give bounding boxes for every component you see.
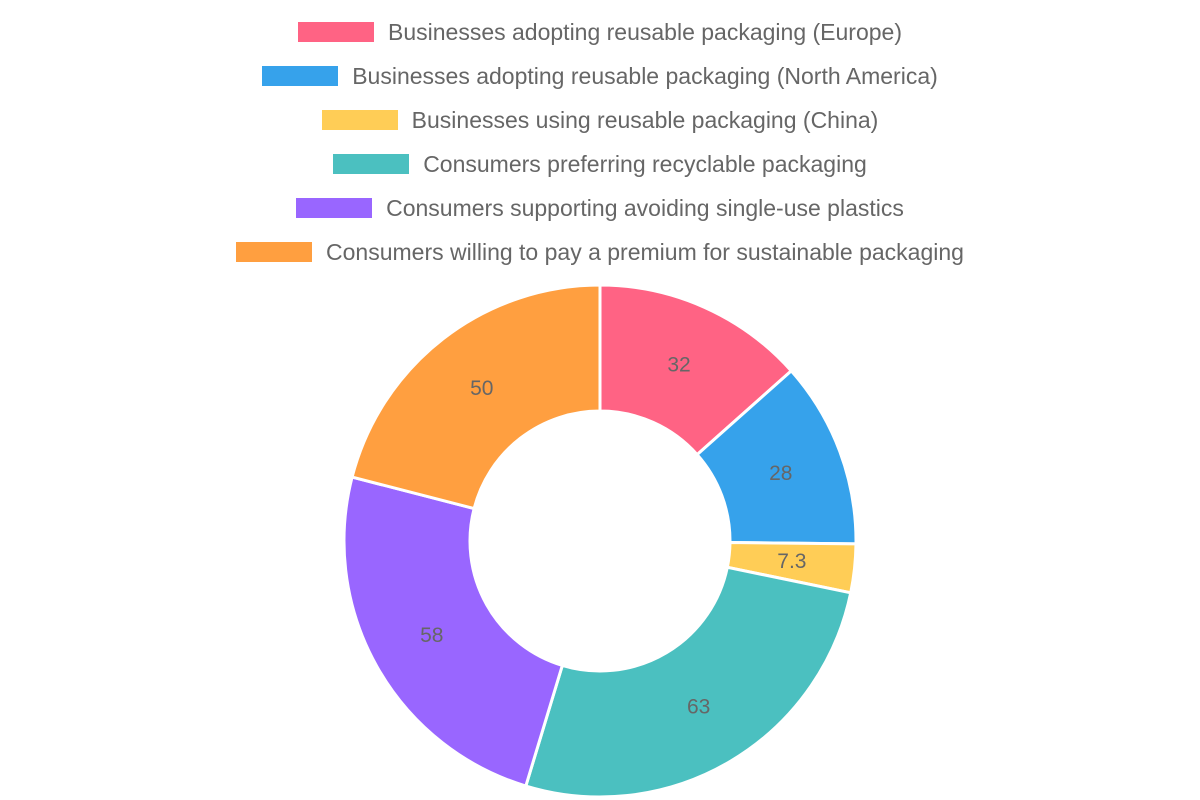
legend-item-north-america[interactable]: Businesses adopting reusable packaging (… xyxy=(0,54,1200,98)
legend-label: Businesses adopting reusable packaging (… xyxy=(388,18,902,45)
legend-item-recyclable[interactable]: Consumers preferring recyclable packagin… xyxy=(0,142,1200,186)
slice-value-label: 50 xyxy=(470,377,493,400)
donut-slice-single-use[interactable] xyxy=(342,475,565,788)
legend-swatch xyxy=(321,110,398,130)
slice-value-label: 58 xyxy=(420,624,443,647)
slice-value-label: 28 xyxy=(769,462,792,485)
slice-value-label: 32 xyxy=(667,353,690,376)
donut-slice-premium[interactable] xyxy=(350,283,602,511)
legend-item-single-use[interactable]: Consumers supporting avoiding single-use… xyxy=(0,186,1200,230)
slice-value-label: 63 xyxy=(687,695,710,718)
legend-label: Consumers preferring recyclable packagin… xyxy=(423,150,867,177)
legend-label: Businesses using reusable packaging (Chi… xyxy=(411,106,879,133)
donut-slice-recyclable[interactable] xyxy=(523,565,853,799)
legend-swatch xyxy=(262,66,339,86)
legend-item-premium[interactable]: Consumers willing to pay a premium for s… xyxy=(0,230,1200,274)
slice-value-label: 7.3 xyxy=(777,550,806,573)
legend-swatch xyxy=(296,198,373,218)
legend-label: Businesses adopting reusable packaging (… xyxy=(352,62,938,89)
legend-item-europe[interactable]: Businesses adopting reusable packaging (… xyxy=(0,10,1200,54)
legend-swatch xyxy=(298,22,374,42)
donut-slices[interactable] xyxy=(342,283,858,799)
legend-swatch xyxy=(333,154,410,174)
legend-swatch xyxy=(236,242,313,262)
legend-label: Consumers willing to pay a premium for s… xyxy=(326,238,964,265)
donut-value-labels: 32 28 7.3 63 58 50 xyxy=(420,353,806,718)
legend-item-china[interactable]: Businesses using reusable packaging (Chi… xyxy=(0,98,1200,142)
legend-label: Consumers supporting avoiding single-use… xyxy=(386,194,904,221)
